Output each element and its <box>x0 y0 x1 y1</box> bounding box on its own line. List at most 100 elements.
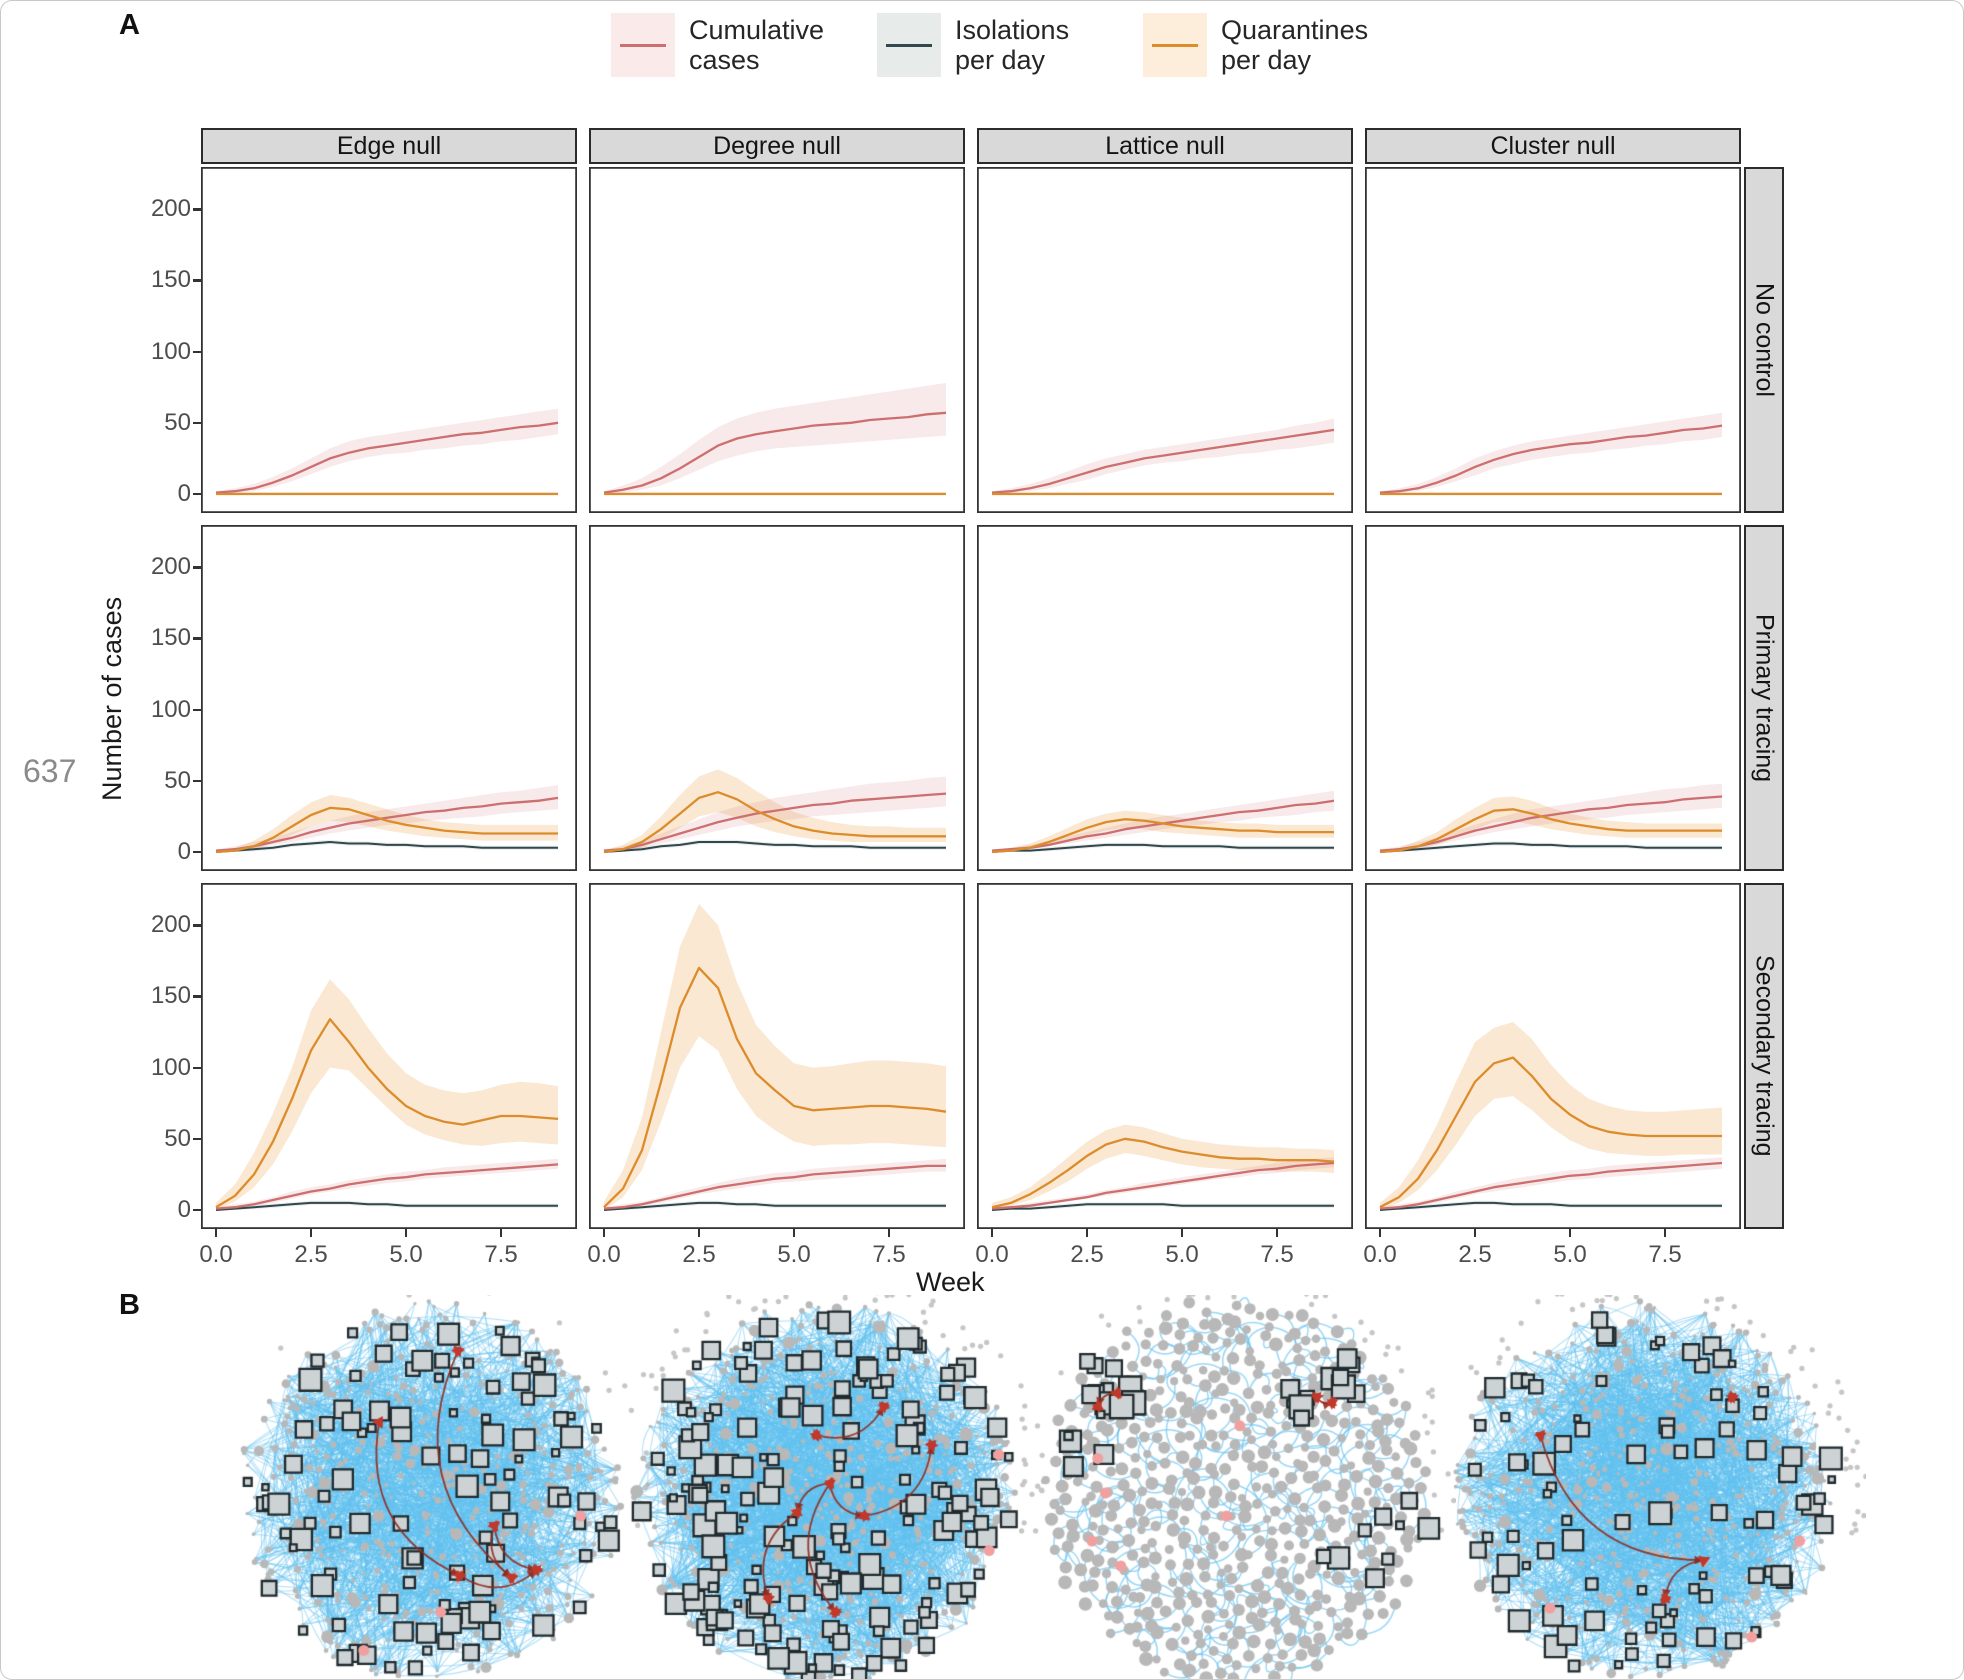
panel-no-control-edge-null <box>201 167 577 513</box>
legend-key-swatch <box>611 13 675 77</box>
x-tick-label: 5.0 <box>389 1241 423 1268</box>
x-tick-label: 0.0 <box>587 1241 621 1268</box>
y-tick-mark <box>193 1137 201 1141</box>
legend-key-line <box>886 43 932 47</box>
column-strip-2: Lattice null <box>977 128 1353 164</box>
y-tick-mark <box>193 279 201 282</box>
legend-key-line <box>620 43 666 47</box>
y-tick-mark <box>193 1066 201 1069</box>
panel-secondary-tracing-degree-null <box>589 883 965 1229</box>
y-tick-mark <box>193 708 201 711</box>
column-strip-3: Cluster null <box>1365 128 1741 164</box>
row-strip-1: Primary tracing <box>1744 525 1784 871</box>
x-tick-label: 2.5 <box>682 1241 716 1268</box>
y-tick-label: 200 <box>150 553 191 581</box>
y-axis-label: Number of cases <box>97 596 127 801</box>
x-tick-label: 7.5 <box>1260 1241 1294 1268</box>
y-tick-mark <box>193 637 201 640</box>
y-tick-label: 0 <box>177 838 191 865</box>
network-cluster-null <box>1426 1295 1866 1679</box>
y-tick-label: 0 <box>177 480 191 507</box>
y-tick-mark <box>193 208 201 211</box>
x-tick-mark <box>697 1229 701 1237</box>
column-strip-0: Edge null <box>201 128 577 164</box>
legend-label: Isolations per day <box>955 14 1070 75</box>
network-degree-null <box>606 1295 1046 1679</box>
x-axis-label: Week <box>916 1267 985 1297</box>
x-tick-mark <box>887 1229 891 1237</box>
x-tick-mark <box>1473 1229 1477 1237</box>
x-tick-label: 7.5 <box>1648 1241 1682 1268</box>
y-tick-label: 100 <box>150 337 191 365</box>
x-tick-label: 7.5 <box>872 1241 906 1268</box>
legend-key-swatch <box>877 13 941 77</box>
y-tick-label: 0 <box>177 1196 191 1223</box>
y-tick-label: 150 <box>150 982 191 1010</box>
y-tick-mark <box>193 851 201 854</box>
manuscript-line-number: 637 <box>23 753 77 789</box>
y-tick-mark <box>193 421 201 425</box>
legend-label: Cumulative cases <box>689 14 825 75</box>
x-tick-mark <box>1275 1229 1279 1237</box>
panel-no-control-lattice-null <box>977 167 1353 513</box>
x-tick-label: 5.0 <box>1165 1241 1199 1268</box>
x-tick-mark <box>1378 1229 1382 1237</box>
x-tick-mark <box>404 1229 408 1237</box>
y-tick-mark <box>193 779 201 783</box>
x-tick-label: 5.0 <box>777 1241 811 1268</box>
y-tick-label: 100 <box>150 695 191 723</box>
x-tick-mark <box>1085 1229 1089 1237</box>
network-edge-null <box>211 1295 651 1679</box>
x-tick-label: 7.5 <box>484 1241 518 1268</box>
legend-item-2: Isolations per day <box>877 13 1105 77</box>
legend-item-3: Quarantines per day <box>1143 13 1371 77</box>
legend-label: Quarantines per day <box>1221 14 1369 75</box>
panel-primary-tracing-cluster-null <box>1365 525 1741 871</box>
y-tick-label: 50 <box>164 408 191 436</box>
row-strip-2: Secondary tracing <box>1744 883 1784 1229</box>
x-tick-label: 2.5 <box>294 1241 328 1268</box>
y-tick-label: 50 <box>164 1124 191 1152</box>
panel-primary-tracing-lattice-null <box>977 525 1353 871</box>
x-tick-label: 0.0 <box>199 1241 233 1268</box>
x-tick-mark <box>990 1229 994 1237</box>
panel-no-control-cluster-null <box>1365 167 1741 513</box>
legend-item-1: Cumulative cases <box>611 13 839 77</box>
x-tick-mark <box>792 1229 796 1237</box>
y-tick-mark <box>193 1209 201 1212</box>
x-tick-mark <box>602 1229 606 1237</box>
y-tick-mark <box>193 350 201 353</box>
x-tick-label: 0.0 <box>975 1241 1009 1268</box>
network-lattice-null <box>1016 1295 1456 1679</box>
panel-secondary-tracing-cluster-null <box>1365 883 1741 1229</box>
y-tick-label: 150 <box>150 266 191 294</box>
x-tick-label: 0.0 <box>1363 1241 1397 1268</box>
panel-secondary-tracing-lattice-null <box>977 883 1353 1229</box>
y-tick-label: 100 <box>150 1053 191 1081</box>
panel-b-label: B <box>119 1289 140 1321</box>
panel-secondary-tracing-edge-null <box>201 883 577 1229</box>
y-tick-mark <box>193 924 201 927</box>
y-tick-mark <box>193 493 201 496</box>
x-tick-mark <box>1663 1229 1667 1237</box>
panel-primary-tracing-degree-null <box>589 525 965 871</box>
x-tick-mark <box>309 1229 313 1237</box>
y-tick-mark <box>193 566 201 569</box>
x-tick-label: 2.5 <box>1458 1241 1492 1268</box>
x-tick-label: 5.0 <box>1553 1241 1587 1268</box>
chart-legend: Cumulative cases Isolations per day Quaran… <box>541 13 1441 77</box>
y-tick-label: 200 <box>150 911 191 939</box>
y-tick-label: 150 <box>150 624 191 652</box>
x-tick-mark <box>214 1229 218 1237</box>
y-tick-label: 50 <box>164 766 191 794</box>
panel-no-control-degree-null <box>589 167 965 513</box>
x-tick-mark <box>1180 1229 1184 1237</box>
x-tick-mark <box>1568 1229 1572 1237</box>
legend-key-swatch <box>1143 13 1207 77</box>
x-tick-mark <box>499 1229 503 1237</box>
legend-key-line <box>1152 43 1198 47</box>
panel-primary-tracing-edge-null <box>201 525 577 871</box>
y-tick-mark <box>193 995 201 998</box>
column-strip-1: Degree null <box>589 128 965 164</box>
